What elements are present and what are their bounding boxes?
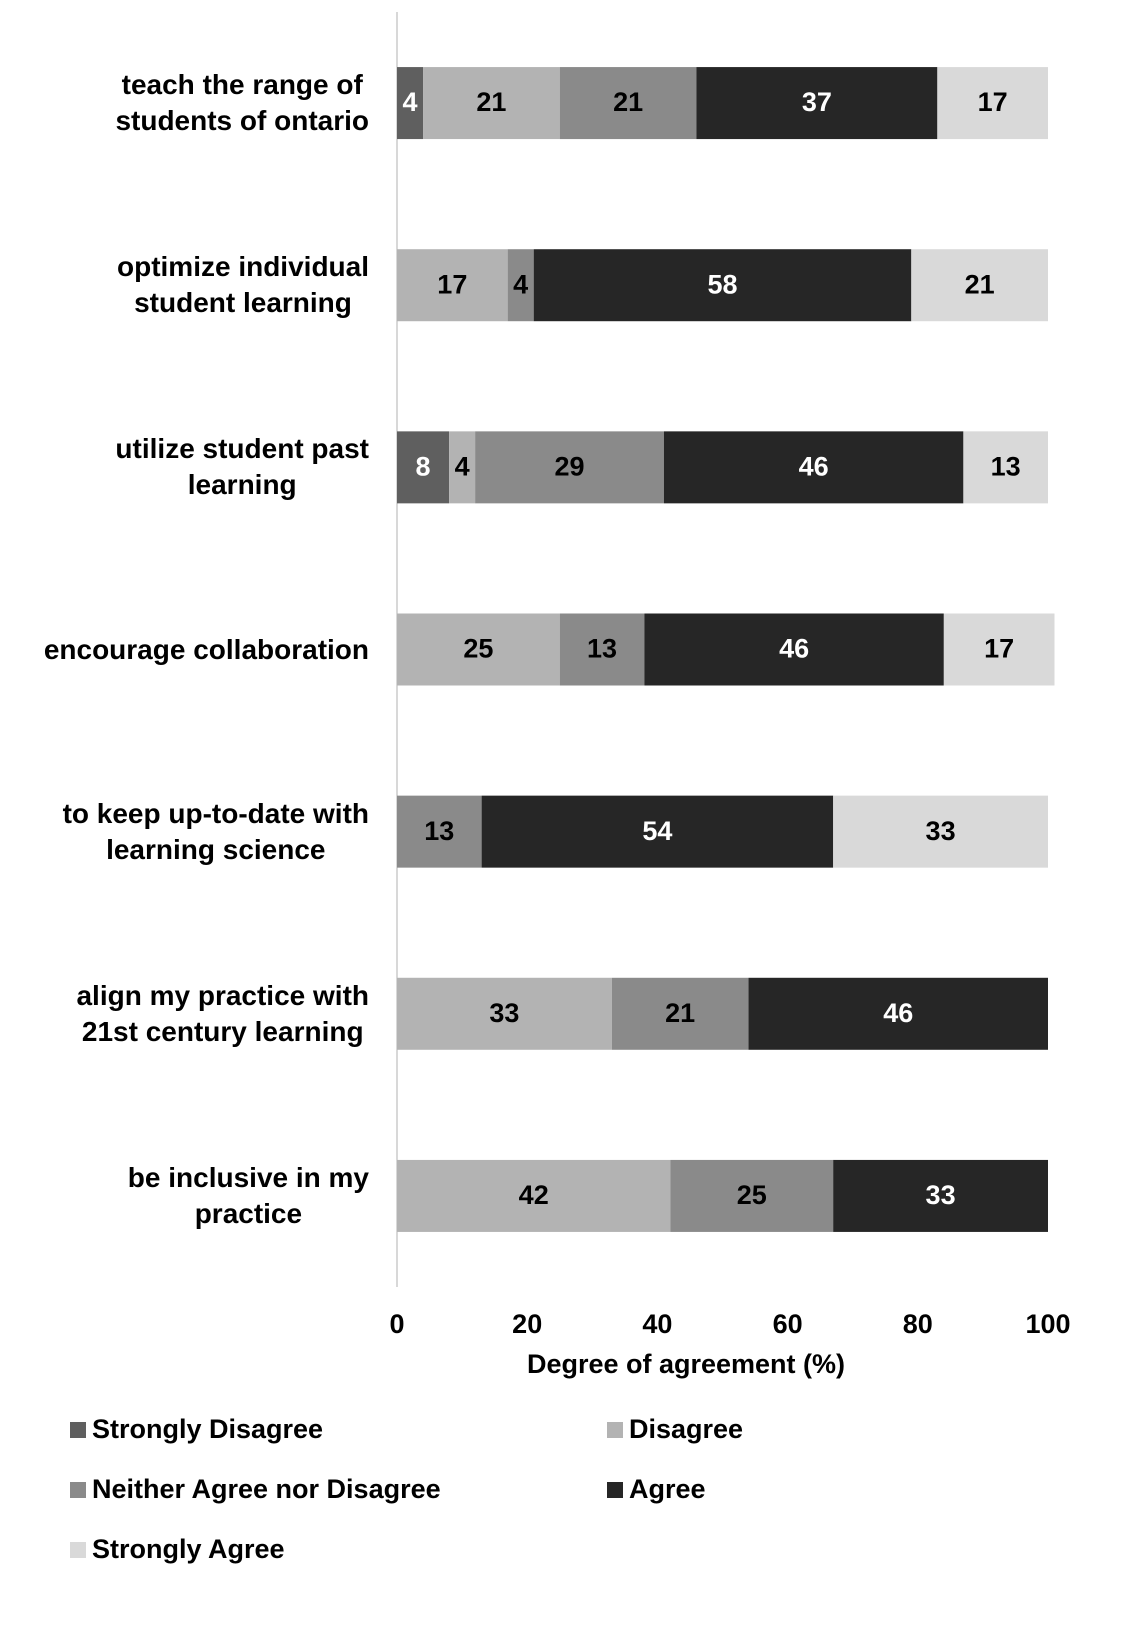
y-tick-label: utilize student past learning xyxy=(115,433,369,501)
bar-segment xyxy=(423,67,560,140)
data-label: 13 xyxy=(587,634,617,664)
data-label: 33 xyxy=(926,1180,956,1210)
bar-segment xyxy=(507,249,534,322)
data-label: 21 xyxy=(613,87,643,117)
x-tick-label: 100 xyxy=(1025,1309,1070,1339)
x-tick-label: 80 xyxy=(903,1309,933,1339)
data-label: 42 xyxy=(519,1180,549,1210)
bar-segment xyxy=(397,1159,671,1232)
y-tick-label: align my practice with 21st century lear… xyxy=(76,979,369,1047)
data-label: 17 xyxy=(437,269,467,299)
data-label: 25 xyxy=(737,1180,767,1210)
y-tick-label: to keep up-to-date with learning science xyxy=(62,797,369,865)
bar-segment xyxy=(449,431,476,504)
legend-label: Disagree xyxy=(629,1414,743,1444)
x-tick-label: 60 xyxy=(773,1309,803,1339)
bar-segment xyxy=(670,1159,834,1232)
y-tick-label: encourage collaboration xyxy=(43,633,369,665)
bar-segment xyxy=(911,249,1048,322)
legend-swatch xyxy=(607,1482,623,1498)
bar-segment xyxy=(475,431,664,504)
bar-segment xyxy=(559,613,645,686)
bar-segment xyxy=(559,67,697,140)
data-label: 46 xyxy=(779,634,809,664)
y-tick-label: be inclusive in my practice xyxy=(127,1161,369,1229)
data-label: 37 xyxy=(802,87,832,117)
bar-segment xyxy=(397,613,560,686)
data-label: 21 xyxy=(965,269,995,299)
data-label: 46 xyxy=(883,998,913,1028)
bar-segment xyxy=(481,795,834,868)
bar-segment xyxy=(748,977,1048,1050)
bar-segment xyxy=(397,977,612,1050)
bar-segment xyxy=(533,249,912,322)
legend-swatch xyxy=(70,1482,86,1498)
legend-swatch xyxy=(70,1422,86,1438)
legend-label: Agree xyxy=(629,1474,706,1504)
y-tick-label: teach the range of students of ontario xyxy=(115,69,369,137)
data-label: 58 xyxy=(707,269,737,299)
data-label: 4 xyxy=(455,451,470,481)
data-label: 17 xyxy=(978,87,1008,117)
legend-swatch xyxy=(607,1422,623,1438)
legend-label: Neither Agree nor Disagree xyxy=(92,1474,441,1504)
bar-segment xyxy=(833,1159,1048,1232)
data-label: 46 xyxy=(799,451,829,481)
data-label: 21 xyxy=(665,998,695,1028)
data-label: 17 xyxy=(984,634,1014,664)
data-label: 4 xyxy=(513,269,528,299)
bar-segment xyxy=(663,431,964,504)
data-label: 54 xyxy=(642,816,672,846)
y-tick-label: optimize individual student learning xyxy=(116,251,369,319)
data-label: 25 xyxy=(463,634,493,664)
data-label: 13 xyxy=(991,451,1021,481)
data-label: 33 xyxy=(489,998,519,1028)
x-tick-label: 20 xyxy=(512,1309,542,1339)
bar-segment xyxy=(397,431,450,504)
data-label: 21 xyxy=(476,87,506,117)
x-tick-label: 0 xyxy=(389,1309,404,1339)
bar-segment xyxy=(937,67,1048,140)
bar-segment xyxy=(943,613,1055,686)
bar-segment xyxy=(644,613,944,686)
data-label: 13 xyxy=(424,816,454,846)
data-label: 33 xyxy=(926,816,956,846)
bar-segment xyxy=(696,67,938,140)
x-tick-label: 40 xyxy=(642,1309,672,1339)
data-label: 29 xyxy=(554,451,584,481)
legend-label: Strongly Disagree xyxy=(92,1414,323,1444)
bar-segment xyxy=(611,977,749,1050)
legend-label: Strongly Agree xyxy=(92,1534,285,1564)
bar-segment xyxy=(397,67,424,140)
data-label: 4 xyxy=(403,87,418,117)
x-axis-label: Degree of agreement (%) xyxy=(527,1349,845,1379)
bar-segment xyxy=(397,249,508,322)
bar-segment xyxy=(397,795,482,868)
data-label: 8 xyxy=(416,451,431,481)
legend-swatch xyxy=(70,1542,86,1558)
bar-segment xyxy=(833,795,1048,868)
bar-segment xyxy=(963,431,1048,504)
